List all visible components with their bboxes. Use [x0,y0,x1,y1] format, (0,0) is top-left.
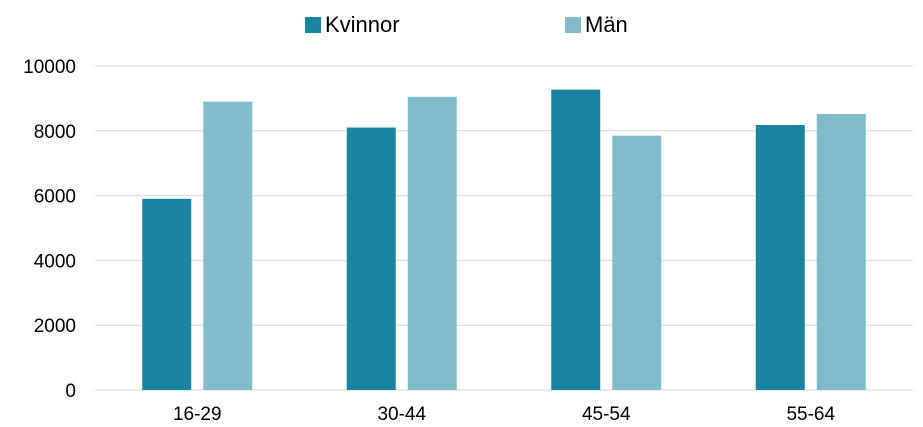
legend: Kvinnor Män [305,12,628,37]
bar-man-45-54 [612,135,662,390]
bar-kvinnor-45-54 [551,89,601,390]
bar-kvinnor-30-44 [346,127,396,390]
x-tick-label: 16-29 [173,404,222,425]
x-tick-label: 55-64 [786,404,835,425]
bar-man-16-29 [203,101,253,390]
x-tick-label: 45-54 [582,404,631,425]
y-tick-label: 2000 [34,316,76,337]
legend-label-kvinnor: Kvinnor [325,12,400,37]
y-tick-label: 0 [65,381,76,402]
bar-kvinnor-16-29 [142,198,192,390]
legend-label-man: Män [585,12,628,37]
y-tick-label: 10000 [23,57,76,78]
legend-swatch-kvinnor [305,17,321,33]
y-axis-ticks: 0 2000 4000 6000 8000 10000 [23,57,76,402]
bar-man-55-64 [816,113,866,391]
y-tick-label: 6000 [34,187,76,208]
legend-swatch-man [565,17,581,33]
bar-man-30-44 [407,96,457,390]
bar-kvinnor-55-64 [755,124,805,390]
y-tick-label: 8000 [34,122,76,143]
y-tick-label: 4000 [34,251,76,272]
x-tick-label: 30-44 [377,404,426,425]
x-axis-labels: 16-29 30-44 45-54 55-64 [173,404,836,425]
bars [142,89,866,391]
